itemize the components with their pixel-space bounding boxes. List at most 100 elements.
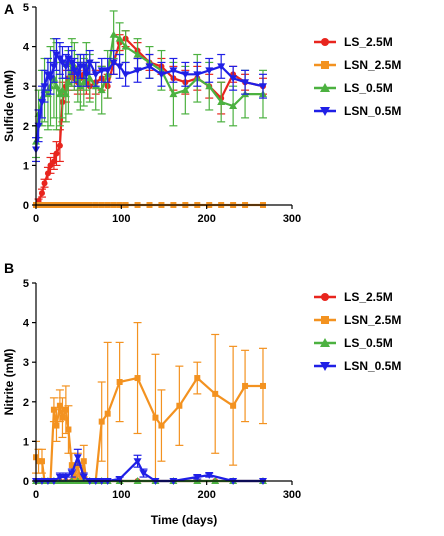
data-point bbox=[193, 474, 202, 482]
legend-swatch-marker bbox=[321, 38, 329, 46]
data-point bbox=[97, 67, 106, 75]
data-point bbox=[98, 418, 105, 425]
data-point bbox=[169, 67, 178, 75]
y-tick-label: 3 bbox=[23, 81, 29, 93]
data-point bbox=[85, 59, 94, 67]
data-point bbox=[56, 402, 63, 409]
data-point bbox=[47, 162, 54, 169]
data-point bbox=[133, 50, 142, 58]
legend-label: LS_0.5M bbox=[344, 336, 393, 350]
legend-label: LSN_0.5M bbox=[344, 359, 401, 373]
legend-entry: LSN_0.5M bbox=[314, 359, 401, 373]
x-tick-label: 300 bbox=[283, 213, 301, 225]
data-point bbox=[157, 71, 166, 79]
data-point bbox=[68, 462, 75, 469]
data-point bbox=[230, 402, 237, 409]
data-point bbox=[134, 375, 141, 382]
data-point bbox=[67, 470, 76, 478]
legend-swatch-marker bbox=[320, 338, 330, 347]
data-point bbox=[91, 71, 100, 79]
x-tick-label: 0 bbox=[33, 213, 39, 225]
legend-label: LSN_2.5M bbox=[344, 58, 401, 72]
data-point bbox=[61, 474, 70, 482]
legend-label: LS_2.5M bbox=[344, 290, 393, 304]
data-point bbox=[194, 375, 201, 382]
data-point bbox=[65, 426, 72, 433]
data-point bbox=[73, 454, 82, 462]
data-point bbox=[40, 83, 49, 91]
data-point bbox=[52, 82, 61, 90]
data-point bbox=[241, 79, 250, 87]
legend-entry: LSN_2.5M bbox=[314, 58, 401, 72]
series-lsn-2-5m bbox=[32, 322, 267, 484]
data-point bbox=[109, 59, 118, 67]
data-point bbox=[176, 402, 183, 409]
data-point bbox=[50, 158, 57, 165]
legend-swatch-marker bbox=[320, 362, 330, 371]
panel-letter: B bbox=[4, 260, 14, 276]
legend-entry: LSN_0.5M bbox=[314, 104, 401, 118]
data-point bbox=[121, 71, 130, 79]
x-tick-label: 200 bbox=[197, 489, 215, 501]
data-point bbox=[103, 67, 112, 75]
data-point bbox=[64, 78, 73, 86]
panel-b: B 0 1 2 3 4 5 0 100 200 300 Nitrite (mM) Time (days)… bbox=[2, 260, 401, 527]
data-point bbox=[259, 382, 266, 389]
legend-label: LSN_2.5M bbox=[344, 313, 401, 327]
x-axis-label: Time (days) bbox=[151, 513, 217, 527]
data-point bbox=[121, 42, 130, 50]
y-tick-label: 2 bbox=[23, 397, 29, 409]
x-tick-label: 0 bbox=[33, 489, 39, 501]
data-point bbox=[41, 180, 48, 187]
panel-a: A 0 1 2 3 4 5 0 100 200 300 Sulfide (mM) LS_2.5M LSN_… bbox=[2, 1, 401, 225]
legend-entry: LS_2.5M bbox=[314, 35, 393, 49]
data-point bbox=[38, 458, 45, 465]
data-point bbox=[53, 422, 60, 429]
data-point bbox=[79, 474, 88, 482]
data-point bbox=[58, 59, 67, 67]
legend-entry: LSN_2.5M bbox=[314, 313, 401, 327]
legend-swatch-marker bbox=[320, 107, 330, 116]
legend: LS_2.5M LSN_2.5M LS_0.5M LSN_0.5M bbox=[314, 290, 401, 373]
legend-swatch-marker bbox=[321, 316, 329, 324]
data-point bbox=[85, 74, 94, 82]
y-axis-label: Sulfide (mM) bbox=[2, 70, 16, 142]
data-point bbox=[80, 458, 87, 465]
data-point bbox=[212, 390, 219, 397]
y-tick-label: 1 bbox=[23, 436, 29, 448]
data-point bbox=[58, 86, 67, 94]
data-point bbox=[205, 472, 214, 480]
data-point bbox=[229, 102, 238, 109]
data-point bbox=[229, 75, 238, 83]
data-point bbox=[133, 458, 142, 466]
data-point bbox=[109, 30, 118, 38]
y-axis-label: Nitrite (mM) bbox=[2, 349, 16, 416]
x-tick-label: 100 bbox=[112, 489, 130, 501]
data-point bbox=[205, 67, 214, 75]
data-point bbox=[139, 470, 148, 478]
data-point bbox=[59, 414, 66, 421]
y-tick-label: 0 bbox=[23, 476, 29, 488]
legend: LS_2.5M LSN_2.5M LS_0.5M LSN_0.5M bbox=[314, 35, 401, 118]
x-tick-label: 300 bbox=[283, 489, 301, 501]
y-tick-label: 5 bbox=[23, 278, 29, 290]
data-point bbox=[242, 382, 249, 389]
data-point bbox=[116, 379, 123, 385]
legend-swatch-marker bbox=[321, 293, 329, 301]
data-point bbox=[133, 67, 142, 75]
legend-swatch-marker bbox=[321, 61, 329, 69]
data-point bbox=[181, 71, 190, 79]
legend-label: LSN_0.5M bbox=[344, 104, 401, 118]
data-point bbox=[145, 63, 154, 71]
data-point bbox=[181, 86, 190, 94]
data-point bbox=[64, 55, 73, 63]
series-lsn-0-5m bbox=[32, 38, 267, 163]
data-point bbox=[38, 190, 45, 197]
data-point bbox=[152, 414, 159, 421]
panel-letter: A bbox=[4, 1, 14, 17]
data-point bbox=[115, 63, 124, 71]
data-point bbox=[55, 474, 64, 482]
y-tick-label: 4 bbox=[23, 42, 30, 54]
data-point bbox=[205, 82, 214, 90]
